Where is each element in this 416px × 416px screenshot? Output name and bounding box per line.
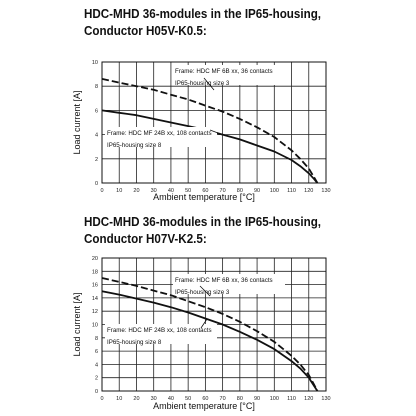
chart2-ytick-label: 20 bbox=[92, 256, 98, 262]
chart1-annotation-line2: IP65-housing size 3 bbox=[175, 80, 230, 87]
chart2-annotation-line1: Frame: HDC MF 6B xx, 36 contacts bbox=[175, 277, 273, 284]
chart1-annotation-leader bbox=[203, 77, 215, 91]
chart2-series-2-line bbox=[101, 290, 319, 392]
chart2-ytick-label: 16 bbox=[92, 283, 98, 289]
chart1-xtick-label: 60 bbox=[202, 188, 208, 194]
chart1-ytick-label: 8 bbox=[95, 84, 98, 90]
chart2-annotations: Frame: HDC MF 6B xx, 36 contacts IP65-hou… bbox=[105, 274, 285, 346]
chart1-xtick-label: 10 bbox=[116, 188, 122, 194]
chart2-xtick-label: 10 bbox=[116, 396, 122, 402]
chart2-annotation-bg bbox=[105, 324, 217, 344]
chart2-xtick-label: 130 bbox=[321, 396, 330, 402]
chart1-annotations: Frame: HDC MF 6B xx, 36 contacts IP65-hou… bbox=[105, 65, 285, 149]
chart1-xlabel: Ambient temperature [°C] bbox=[153, 192, 255, 202]
chart2-xtick-label: 60 bbox=[202, 396, 208, 402]
chart2-annotation-leader bbox=[199, 285, 211, 297]
chart1-xtick-label: 20 bbox=[133, 188, 139, 194]
chart1-ytick-label: 10 bbox=[92, 60, 98, 66]
chart1: 0 10 20 30 40 50 60 70 80 90 100 110 120 130 0 2 4 6 8 10 F… bbox=[72, 60, 331, 202]
chart1-series-1-line bbox=[101, 78, 319, 184]
chart1-annotation-bg bbox=[173, 65, 285, 85]
chart2-xtick-label: 0 bbox=[100, 396, 103, 402]
chart2-xtick-label: 40 bbox=[168, 396, 174, 402]
chart2-ytick-label: 10 bbox=[92, 323, 98, 329]
chart1-annotation-leader bbox=[209, 129, 219, 134]
chart2-xtick-label: 50 bbox=[185, 396, 191, 402]
chart2-ytick-label: 0 bbox=[95, 389, 98, 395]
chart1-annotation-bg bbox=[105, 127, 217, 147]
chart1-ticks: 0 10 20 30 40 50 60 70 80 90 100 110 120 130 0 2 4 6 8 10 bbox=[92, 60, 331, 194]
chart1-ytick-label: 4 bbox=[95, 133, 98, 139]
chart2-annotation-leader bbox=[200, 318, 208, 329]
chart2-ytick-label: 12 bbox=[92, 309, 98, 315]
chart1-ytick-label: 0 bbox=[95, 181, 98, 187]
chart2-ytick-label: 4 bbox=[95, 362, 98, 368]
chart2-ytick-label: 6 bbox=[95, 349, 98, 355]
chart1-curves bbox=[101, 78, 319, 184]
chart1-title-line2: Conductor H05V-K0.5: bbox=[84, 24, 207, 38]
chart2-xtick-label: 70 bbox=[220, 396, 226, 402]
chart2-annotation-line2: IP65-housing size 8 bbox=[107, 339, 162, 346]
chart1-plot-frame bbox=[101, 61, 327, 184]
chart1-xtick-label: 0 bbox=[100, 188, 103, 194]
chart1-xtick-label: 30 bbox=[151, 188, 157, 194]
chart2-ticks: 0 10 20 30 40 50 60 70 80 90 100 110 120 130 0 2 4 6 8 10 12… bbox=[92, 256, 331, 402]
chart2-ytick-label: 18 bbox=[92, 269, 98, 275]
chart2-title-line2: Conductor H07V-K2.5: bbox=[84, 232, 207, 246]
chart1-xtick-label: 80 bbox=[237, 188, 243, 194]
chart2-ylabel: Load current [A] bbox=[72, 292, 82, 356]
chart2-curves bbox=[101, 277, 319, 392]
chart1-xtick-label: 40 bbox=[168, 188, 174, 194]
chart2-ytick-label: 2 bbox=[95, 376, 98, 382]
chart2-ytick-label: 8 bbox=[95, 336, 98, 342]
chart2-xtick-label: 90 bbox=[254, 396, 260, 402]
chart2-xtick-label: 20 bbox=[133, 396, 139, 402]
chart2-xtick-label: 110 bbox=[287, 396, 296, 402]
chart1-ytick-label: 2 bbox=[95, 157, 98, 163]
chart2: 0 10 20 30 40 50 60 70 80 90 100 110 120 130 0 2 4 6 8 10 12… bbox=[72, 256, 331, 411]
chart1-xtick-label: 50 bbox=[185, 188, 191, 194]
chart2-annotation-bg bbox=[173, 274, 285, 294]
chart1-xtick-label: 90 bbox=[254, 188, 260, 194]
chart1-xtick-label: 100 bbox=[270, 188, 279, 194]
chart2-annotation-line2: IP65-housing size 3 bbox=[175, 289, 230, 296]
chart1-xtick-label: 120 bbox=[304, 188, 313, 194]
chart1-series-2-line bbox=[101, 109, 319, 184]
chart1-annotation-line1: Frame: HDC MF 24B xx, 108 contacts bbox=[107, 130, 212, 137]
chart1-xtick-label: 130 bbox=[321, 188, 330, 194]
chart2-ytick-label: 14 bbox=[92, 296, 98, 302]
chart2-xtick-label: 80 bbox=[237, 396, 243, 402]
chart1-annotation-line1: Frame: HDC MF 6B xx, 36 contacts bbox=[175, 68, 273, 75]
chart2-xtick-label: 100 bbox=[270, 396, 279, 402]
chart1-ylabel: Load current [A] bbox=[72, 90, 82, 154]
chart2-annotation-line1: Frame: HDC MF 24B xx, 108 contacts bbox=[107, 327, 212, 334]
chart1-title-line1: HDC-MHD 36-modules in the IP65-housing, bbox=[84, 7, 322, 21]
chart2-xtick-label: 30 bbox=[151, 396, 157, 402]
chart1-annotation-line2: IP65-housing size 8 bbox=[107, 142, 162, 149]
chart1-ytick-label: 6 bbox=[95, 108, 98, 114]
chart2-xtick-label: 120 bbox=[304, 396, 313, 402]
chart2-series-1-line bbox=[101, 277, 319, 392]
chart1-xtick-label: 70 bbox=[220, 188, 226, 194]
chart2-plot-frame bbox=[101, 257, 327, 392]
chart2-xlabel: Ambient temperature [°C] bbox=[153, 401, 255, 411]
chart1-xtick-label: 110 bbox=[287, 188, 296, 194]
chart2-title-line1: HDC-MHD 36-modules in the IP65-housing, bbox=[84, 215, 322, 229]
